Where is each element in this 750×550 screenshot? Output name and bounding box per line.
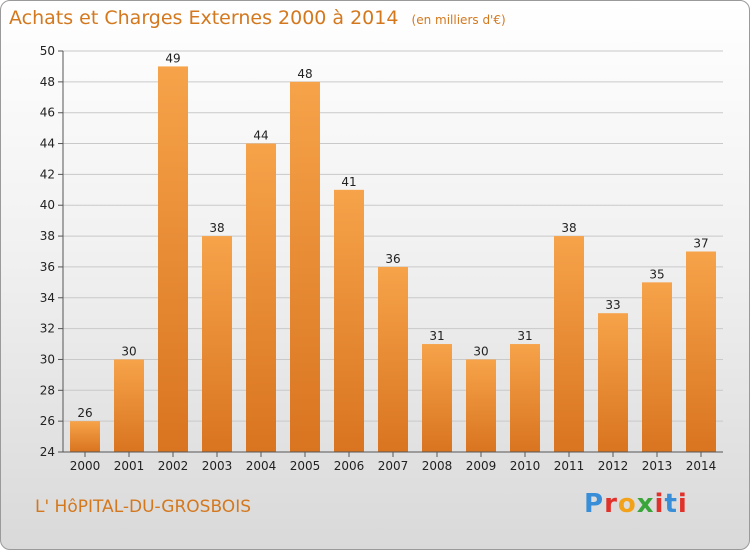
bar bbox=[70, 421, 100, 452]
y-tick-label: 36 bbox=[40, 260, 55, 274]
x-tick-label: 2008 bbox=[422, 459, 453, 473]
y-tick-label: 42 bbox=[40, 167, 55, 181]
data-label: 38 bbox=[561, 221, 576, 235]
y-tick-label: 28 bbox=[40, 383, 55, 397]
y-tick-label: 44 bbox=[40, 137, 55, 151]
data-label: 38 bbox=[209, 221, 224, 235]
axis-layer: 24 26 28 30 32 34 36 38 40 42 44 46 48 50 2000 2001 2002… bbox=[40, 44, 723, 473]
data-label: 44 bbox=[253, 129, 268, 143]
bar bbox=[422, 344, 452, 452]
bar bbox=[686, 251, 716, 452]
y-tick-label: 46 bbox=[40, 106, 55, 120]
chart-unit: (en milliers d'€) bbox=[411, 13, 506, 27]
y-tick-label: 30 bbox=[40, 352, 55, 366]
bar bbox=[642, 282, 672, 452]
x-tick-label: 2007 bbox=[378, 459, 409, 473]
x-tick-label: 2013 bbox=[642, 459, 673, 473]
x-tick-label: 2001 bbox=[114, 459, 145, 473]
data-label: 36 bbox=[385, 252, 400, 266]
y-tick-label: 32 bbox=[40, 322, 55, 336]
x-tick-label: 2014 bbox=[686, 459, 717, 473]
x-tick-label: 2006 bbox=[334, 459, 365, 473]
data-label: 49 bbox=[165, 51, 180, 65]
chart-title: Achats et Charges Externes 2000 à 2014 bbox=[9, 7, 399, 29]
data-label: 31 bbox=[517, 329, 532, 343]
bar bbox=[378, 266, 408, 452]
bar bbox=[554, 236, 584, 452]
x-tick-label: 2003 bbox=[202, 459, 233, 473]
bar bbox=[158, 66, 188, 452]
proxiti-logo: Proxiti bbox=[584, 489, 688, 519]
data-label: 48 bbox=[297, 67, 312, 81]
bar bbox=[466, 359, 496, 452]
x-tick-label: 2010 bbox=[510, 459, 541, 473]
x-tick-label: 2005 bbox=[290, 459, 321, 473]
x-tick-label: 2002 bbox=[158, 459, 189, 473]
y-tick-label: 50 bbox=[40, 44, 55, 58]
x-tick-label: 2009 bbox=[466, 459, 497, 473]
bar bbox=[246, 143, 276, 453]
bar-layer: 26 30 49 38 44 48 41 36 31 30 31 38 33 35 37 bbox=[70, 51, 716, 453]
y-tick-label: 34 bbox=[40, 291, 55, 305]
chart-header: Achats et Charges Externes 2000 à 2014 (… bbox=[9, 7, 506, 29]
bar bbox=[114, 359, 144, 452]
x-tick-label: 2000 bbox=[70, 459, 101, 473]
data-label: 35 bbox=[649, 267, 664, 281]
bar bbox=[598, 313, 628, 452]
bar bbox=[290, 81, 320, 452]
commune-name: L' HôPITAL-DU-GROSBOIS bbox=[35, 497, 251, 517]
y-tick-label: 26 bbox=[40, 414, 55, 428]
y-tick-label: 48 bbox=[40, 75, 55, 89]
y-tick-label: 38 bbox=[40, 229, 55, 243]
data-label: 26 bbox=[77, 406, 92, 420]
x-tick-label: 2004 bbox=[246, 459, 277, 473]
bar bbox=[334, 189, 364, 453]
data-label: 37 bbox=[693, 237, 708, 251]
data-label: 31 bbox=[429, 329, 444, 343]
x-tick-label: 2012 bbox=[598, 459, 629, 473]
data-label: 30 bbox=[121, 344, 136, 358]
bar bbox=[202, 236, 232, 452]
y-tick-label: 40 bbox=[40, 198, 55, 212]
bar bbox=[510, 344, 540, 452]
y-tick-label: 24 bbox=[40, 445, 55, 459]
data-label: 41 bbox=[341, 175, 356, 189]
x-tick-label: 2011 bbox=[554, 459, 585, 473]
data-label: 33 bbox=[605, 298, 620, 312]
data-label: 30 bbox=[473, 344, 488, 358]
